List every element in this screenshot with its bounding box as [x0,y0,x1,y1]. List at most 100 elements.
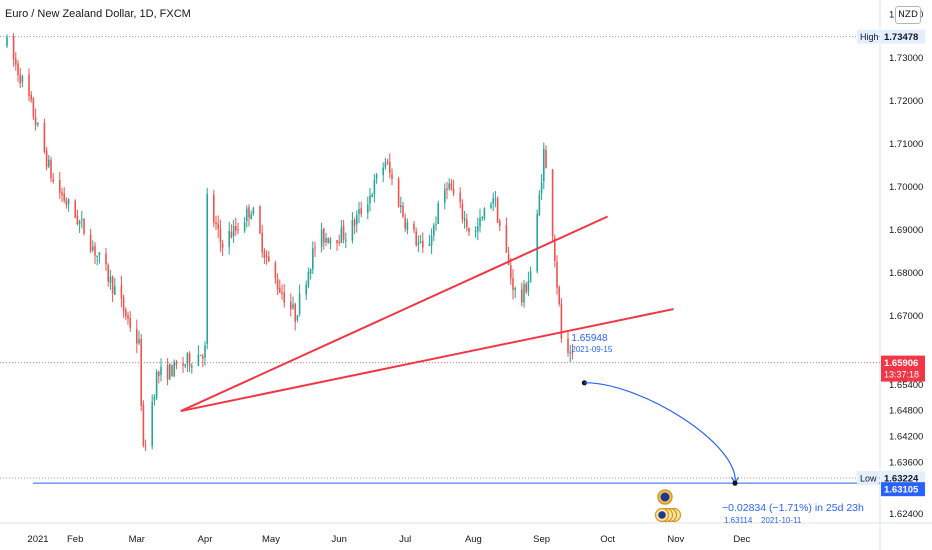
high-price-tag-bg [881,29,925,44]
candle-body [459,192,461,203]
candle-body [402,205,404,217]
candle-body [127,315,129,319]
price-tick-label: 1.71000 [889,139,923,150]
candle-body [83,218,85,234]
candle-body [450,183,453,191]
high-price-tag: 1.73478 [884,32,918,43]
candle-body [61,192,63,196]
candle-body [356,215,358,225]
candle-body [323,228,325,243]
candle-body [199,354,202,357]
candle-body [32,98,35,118]
candle-body [109,276,112,284]
candle-body [512,277,514,291]
candle-body [340,227,343,244]
marker-point-value: 1.65948 [571,333,608,344]
price-tick-label: 1.64800 [889,406,923,417]
candle-body [248,207,250,218]
time-tick-label: Aug [465,534,482,545]
candle-body [98,252,101,255]
projection-arrow [584,382,736,484]
candle-body [217,223,219,229]
candle-body [81,219,83,221]
candle-body [413,223,415,231]
candle-body [34,117,37,126]
candle-body [204,345,206,358]
candle-body [358,208,360,215]
candle-body [419,241,422,243]
candle-body [63,193,65,201]
candle-body [444,189,446,203]
candle-body [461,203,464,220]
candle-body [252,208,255,214]
candle-body [74,200,76,218]
candle-body [527,281,530,292]
candle-body [468,228,470,233]
candle-body [215,222,217,225]
high-label-bg [857,29,879,44]
candle-body [448,183,450,189]
candle-body [499,221,501,227]
candle-body [96,255,98,257]
price-tick-label: 1.73000 [889,53,923,64]
candle-body [268,256,270,262]
candle-body [202,356,204,359]
low-price-tag: 1.63224 [884,474,919,485]
candle-body [514,288,516,290]
candle-body [19,74,21,84]
candle-body [496,198,499,223]
candle-body [417,242,420,245]
candle-body [571,352,574,354]
low-label: Low [860,474,877,484]
candle-body [525,283,527,293]
candle-body [228,230,230,248]
candle-body [182,363,184,366]
candle-body [397,178,400,207]
candle-body [342,225,345,240]
candle-body [94,245,96,256]
price-tick-label: 1.72000 [889,96,923,107]
projection-target-point [732,480,738,486]
candle-body [406,222,409,230]
currency-button[interactable]: NZD [895,6,921,24]
candle-body [175,362,178,366]
current-price-tag: 1.65906 [884,358,918,369]
candle-body [105,253,107,265]
candle-body [492,198,494,204]
time-tick-label: 2021 [27,534,48,545]
candle-body [129,318,131,328]
candle-body [235,225,237,231]
price-tick-label: 1.65400 [889,380,923,391]
candle-body [556,262,558,288]
candle-body [52,178,54,182]
candle-body [89,234,92,251]
projection-target-value: 1.63114 [724,516,753,525]
candle-body [345,239,347,242]
candle-body [76,215,79,225]
candle-body [422,240,424,248]
low-price-tag-bg [881,471,925,486]
candle-body [567,338,569,353]
time-tick-label: Feb [67,534,83,545]
candle-body [415,231,417,246]
candle-body [184,364,186,366]
candle-body [125,309,127,317]
candle-body [367,204,369,213]
candle-body [21,75,24,83]
candle-body [428,244,431,246]
candle-body [505,224,508,253]
candle-body [169,363,171,379]
price-tick-label: 1.68000 [889,268,923,279]
price-tick-label: 1.63600 [889,457,923,468]
candle-body [474,230,477,233]
candle-body [67,199,70,204]
candle-body [219,228,222,243]
candle-body [307,272,310,287]
price-tick-label: 1.70000 [889,182,923,193]
time-tick-label: Jun [332,534,347,545]
candle-body [314,247,316,249]
current-price-tag-bg [881,355,925,382]
candle-body [120,285,123,299]
price-tick-label: 1.62400 [889,509,923,520]
